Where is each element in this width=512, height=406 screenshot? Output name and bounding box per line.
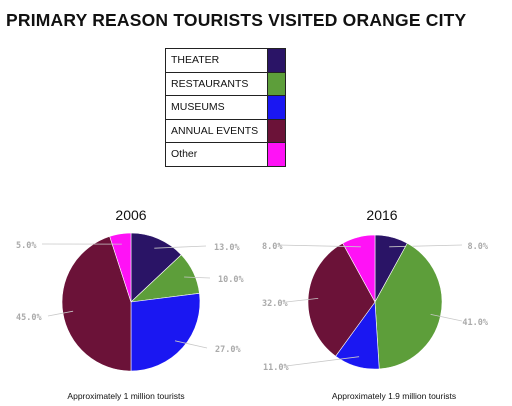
slice-label: 5.0%	[16, 241, 37, 251]
legend-item: ANNUAL EVENTS	[165, 118, 286, 143]
legend-label: THEATER	[165, 48, 268, 73]
leader-line	[430, 314, 463, 322]
legend-swatch	[267, 48, 286, 73]
leader-line	[154, 245, 207, 249]
slice-label: 27.0%	[215, 345, 241, 355]
slice-label: 10.0%	[218, 275, 244, 285]
slice-label: 11.0%	[263, 363, 289, 373]
leader-line	[277, 244, 361, 248]
legend-item: THEATER	[165, 48, 286, 73]
chart-title: PRIMARY REASON TOURISTS VISITED ORANGE C…	[6, 10, 467, 30]
legend-swatch	[267, 142, 286, 167]
leader-line	[184, 276, 211, 279]
leader-line	[174, 340, 208, 349]
legend-label: MUSEUMS	[165, 95, 268, 120]
slice-label: 8.0%	[468, 242, 489, 252]
leader-line	[285, 298, 319, 303]
slice-label: 45.0%	[16, 313, 42, 323]
legend-swatch	[267, 118, 286, 143]
legend-item: Other	[165, 142, 286, 167]
legend-item: RESTAURANTS	[165, 71, 286, 96]
legend-label: ANNUAL EVENTS	[165, 118, 268, 143]
legend-item: MUSEUMS	[165, 95, 286, 120]
slice-label: 13.0%	[214, 243, 240, 253]
leader-line	[47, 310, 74, 317]
legend-swatch	[267, 95, 286, 120]
chart-caption: Approximately 1.9 million tourists	[332, 391, 456, 401]
slice-label: 41.0%	[462, 318, 488, 328]
slice-label: 8.0%	[262, 242, 283, 252]
chart-year-title: 2006	[115, 207, 146, 223]
pie-chart-2006: 2006 13.0% 10.0% 27.0% 45.0% 5.0% Approximatel…	[16, 207, 244, 401]
legend-label: RESTAURANTS	[165, 71, 268, 96]
pie-slice-other	[109, 232, 132, 303]
chart-year-title: 2016	[366, 207, 397, 223]
leader-line	[285, 356, 360, 367]
pie-slice-other	[342, 234, 376, 303]
legend-swatch	[267, 71, 286, 96]
pie-slice-museums	[130, 293, 201, 372]
slice-label: 32.0%	[262, 299, 288, 309]
pie-chart-2016: 2016 8.0% 41.0% 11.0% 32.0% 8.0% Approximately…	[262, 207, 489, 401]
leader-line	[389, 244, 463, 248]
pie-slice-annual-events	[307, 242, 376, 357]
pie-slice-theater	[130, 232, 182, 303]
chart-caption: Approximately 1 million tourists	[67, 391, 184, 401]
legend: THEATER RESTAURANTS MUSEUMS ANNUAL EVENTS Ot…	[165, 48, 286, 167]
